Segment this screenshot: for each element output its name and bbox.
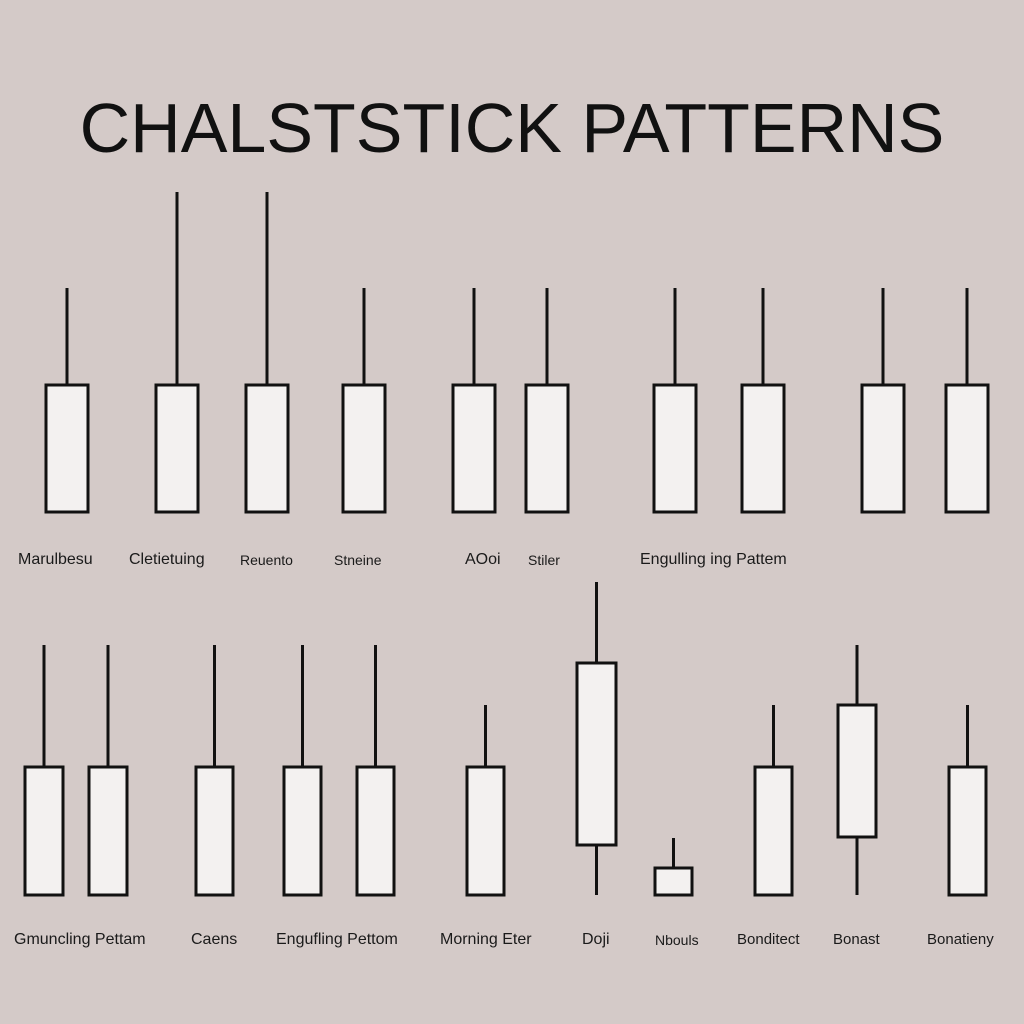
- candle-r2-3: [194, 645, 235, 897]
- row2-label-9: Bonatieny: [927, 931, 994, 948]
- candle-body: [944, 383, 990, 514]
- candle-r1-4: [341, 288, 387, 514]
- candle-body: [860, 383, 906, 514]
- row2-label-3: Engufling Pettom: [276, 931, 398, 948]
- candle-body: [740, 383, 786, 514]
- candle-body: [451, 383, 497, 514]
- candle-r1-1: [44, 288, 90, 514]
- row2-label-8: Bonast: [833, 931, 880, 948]
- candle-r1-8: [740, 288, 786, 514]
- candle-r2-8: [653, 838, 694, 897]
- candle-body: [524, 383, 570, 514]
- diagram-title: CHALSTSTICK PATTERNS: [79, 89, 945, 167]
- candle-r2-1: [23, 645, 65, 897]
- candle-r2-11: [947, 705, 988, 897]
- candle-r1-10: [944, 288, 990, 514]
- candle-r1-6: [524, 288, 570, 514]
- candle-body: [653, 866, 694, 897]
- row2-label-2: Caens: [191, 931, 238, 948]
- candle-body: [341, 383, 387, 514]
- candle-body: [282, 765, 323, 897]
- row1-label-1: Marulbesu: [18, 551, 93, 568]
- row2-label-4: Morning Eter: [440, 931, 532, 948]
- row2-label-1: Gmuncling Pettam: [14, 931, 146, 948]
- candle-r1-5: [451, 288, 497, 514]
- candle-r2-7: [575, 582, 618, 895]
- candle-body: [652, 383, 698, 514]
- candle-body: [465, 765, 506, 897]
- candle-r2-4: [282, 645, 323, 897]
- row1-label-4: Stneine: [334, 552, 382, 568]
- candle-r2-5: [355, 645, 396, 897]
- candle-body: [44, 383, 90, 514]
- row1-label-6: Stiler: [528, 552, 560, 568]
- candle-body: [87, 765, 129, 897]
- row2-label-7: Bonditect: [737, 931, 800, 948]
- candle-body: [244, 383, 290, 514]
- candle-r2-6: [465, 705, 506, 897]
- candle-r2-10: [836, 645, 878, 895]
- candle-body: [753, 765, 794, 897]
- candle-r2-9: [753, 705, 794, 897]
- row1-label-7: Engulling ing Pattem: [640, 551, 787, 568]
- candle-body: [154, 383, 200, 514]
- candle-r1-2: [154, 192, 200, 514]
- candle-r2-2: [87, 645, 129, 897]
- row2-label-5: Doji: [582, 931, 610, 948]
- row1-label-3: Reuento: [240, 552, 293, 568]
- candle-r1-9: [860, 288, 906, 514]
- candle-r1-3: [244, 192, 290, 514]
- candle-body: [947, 765, 988, 897]
- candle-body: [355, 765, 396, 897]
- candle-body: [836, 703, 878, 839]
- candle-r1-7: [652, 288, 698, 514]
- candle-body: [23, 765, 65, 897]
- row2-label-6: Nbouls: [655, 932, 699, 948]
- row1-label-5: AOoi: [465, 551, 501, 568]
- candle-body: [194, 765, 235, 897]
- row1-label-2: Cletietuing: [129, 551, 205, 568]
- candle-body: [575, 661, 618, 847]
